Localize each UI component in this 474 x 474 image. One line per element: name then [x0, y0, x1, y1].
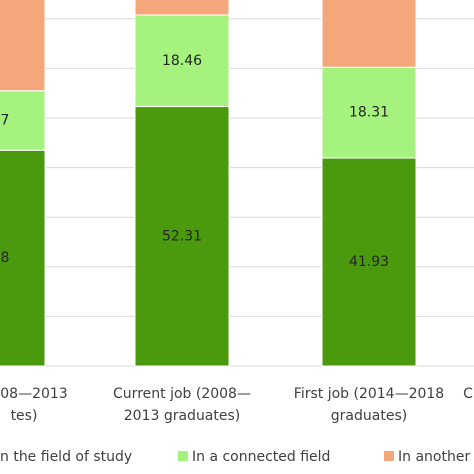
legend-marker — [384, 451, 394, 461]
bar-segment — [134, 0, 230, 16]
legend: n the field of study In a connected field… — [0, 449, 470, 465]
data-label: 7 — [1, 112, 10, 128]
bar-segment — [321, 0, 417, 68]
x-axis-labels: 08—2013 tes) Current job (2008— 2013 gradua… — [0, 386, 473, 424]
data-label: 18.31 — [349, 105, 389, 121]
data-label: 52.31 — [162, 228, 202, 244]
bar-segment — [134, 106, 230, 367]
x-tick-label: tes) — [11, 408, 38, 424]
legend-marker — [178, 451, 188, 461]
gridlines — [0, 18, 474, 367]
legend-label: In a connected field — [192, 449, 330, 465]
x-tick-label: C — [463, 386, 473, 402]
legend-label: In another — [398, 449, 470, 465]
bar-segment — [0, 90, 46, 151]
bar-segment — [321, 66, 417, 159]
x-tick-label: graduates) — [331, 408, 407, 424]
x-tick-label: Current job (2008— — [113, 386, 251, 402]
bar-segment — [0, 0, 46, 92]
bar-segment — [0, 149, 46, 367]
data-label: 41.93 — [349, 254, 389, 270]
x-tick-label: 2013 graduates) — [124, 408, 241, 424]
legend-label: n the field of study — [0, 449, 132, 465]
x-tick-label: 08—2013 — [0, 386, 67, 402]
data-label: 18.46 — [162, 53, 202, 69]
data-label: 8 — [1, 250, 10, 266]
x-tick-label: First job (2014—2018 — [294, 386, 444, 402]
bar-segment — [321, 157, 417, 367]
